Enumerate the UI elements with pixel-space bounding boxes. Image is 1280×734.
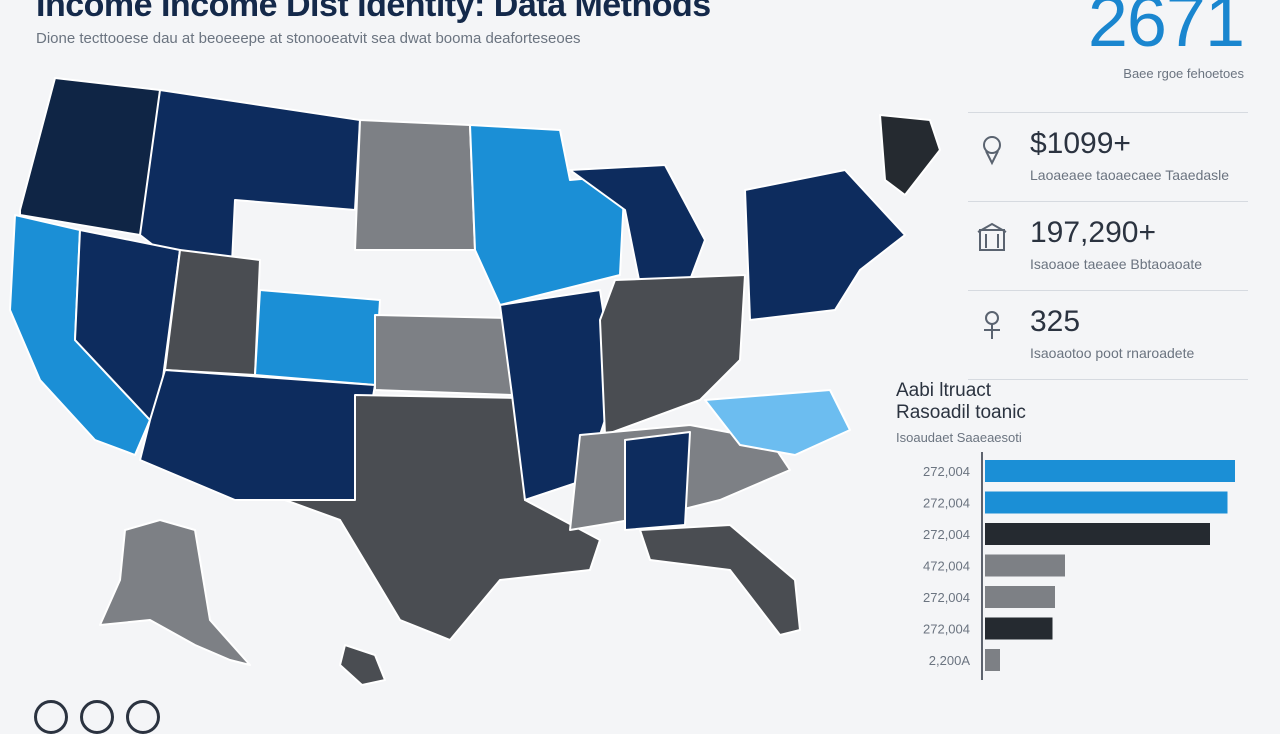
bar bbox=[985, 554, 1065, 577]
map-region bbox=[624, 431, 691, 531]
map-region bbox=[639, 524, 801, 636]
map-region bbox=[704, 389, 851, 456]
map-region bbox=[254, 289, 381, 386]
bar-category-label: 272,004 bbox=[923, 464, 970, 479]
map-region bbox=[744, 169, 906, 321]
page-title: Income Income Dist Identity: Data Method… bbox=[36, 0, 711, 24]
chart-subtitle-line: Rasoadil toanic bbox=[896, 401, 1026, 423]
bar bbox=[985, 460, 1235, 482]
chart-title: Aabi ltruact Rasoadil toanic bbox=[896, 380, 1026, 424]
bar-chart: 272,004 272,004 272,004 472,004 272,004 272,0… bbox=[923, 452, 1235, 680]
stat-value: $1099+ bbox=[1030, 127, 1131, 160]
bar-category-label: 272,004 bbox=[923, 622, 970, 637]
page-subtitle: Dione tecttooese dau at beoeeepe at ston… bbox=[36, 30, 581, 47]
map-region bbox=[354, 119, 476, 251]
stat-label: Isaoaotoo poot rnaroadete bbox=[1030, 345, 1195, 361]
bar-category-label: 2,200A bbox=[929, 653, 971, 668]
map-region bbox=[469, 124, 626, 306]
footer-drop-icon bbox=[80, 700, 114, 734]
map-region bbox=[339, 644, 386, 686]
map-region bbox=[164, 249, 261, 376]
building-icon bbox=[977, 222, 1007, 251]
bar-category-label: 272,004 bbox=[923, 496, 970, 511]
person-icon bbox=[984, 311, 1000, 339]
headline-number: 2671 bbox=[1087, 0, 1245, 62]
bar-category-label: 472,004 bbox=[923, 559, 970, 574]
footer-box-icon bbox=[126, 700, 160, 734]
stat-label: Laoaeaee taoaecaee Taaedasle bbox=[1030, 167, 1230, 183]
stat-label: Isaoaoe taeaee Bbtaoaoate bbox=[1030, 256, 1203, 272]
us-map bbox=[9, 77, 941, 686]
stat-value: 197,290+ bbox=[1030, 216, 1156, 249]
map-region bbox=[99, 519, 251, 666]
map-region bbox=[374, 314, 513, 396]
stat-row: 197,290+ Isaoaoe taeaee Bbtaoaoate bbox=[968, 201, 1248, 290]
map-region bbox=[19, 77, 161, 236]
stat-row: 325 Isaoaotoo poot rnaroadete bbox=[968, 290, 1248, 380]
bar bbox=[985, 586, 1055, 608]
bar-category-label: 272,004 bbox=[923, 527, 970, 542]
footer-circle-icon bbox=[34, 700, 68, 734]
stat-value: 325 bbox=[1030, 305, 1081, 338]
chart-title-line: Aabi ltruact bbox=[896, 380, 992, 401]
map-region bbox=[599, 274, 746, 436]
pin-icon bbox=[983, 136, 1001, 166]
bar bbox=[985, 649, 1000, 671]
bar bbox=[985, 523, 1210, 545]
headline-caption: Baee rgoe fehoetoes bbox=[1123, 66, 1244, 81]
map-region bbox=[139, 369, 376, 501]
map-region bbox=[879, 114, 941, 196]
bar-category-label: 272,004 bbox=[923, 590, 970, 605]
stats-panel: $1099+ Laoaeaee taoaecaee Taaedasle 197,… bbox=[968, 112, 1248, 380]
chart-note: Isoaudaet Saaeaesoti bbox=[896, 430, 1022, 445]
bar bbox=[985, 617, 1053, 640]
bar bbox=[985, 491, 1228, 514]
stat-row: $1099+ Laoaeaee taoaecaee Taaedasle bbox=[968, 112, 1248, 201]
